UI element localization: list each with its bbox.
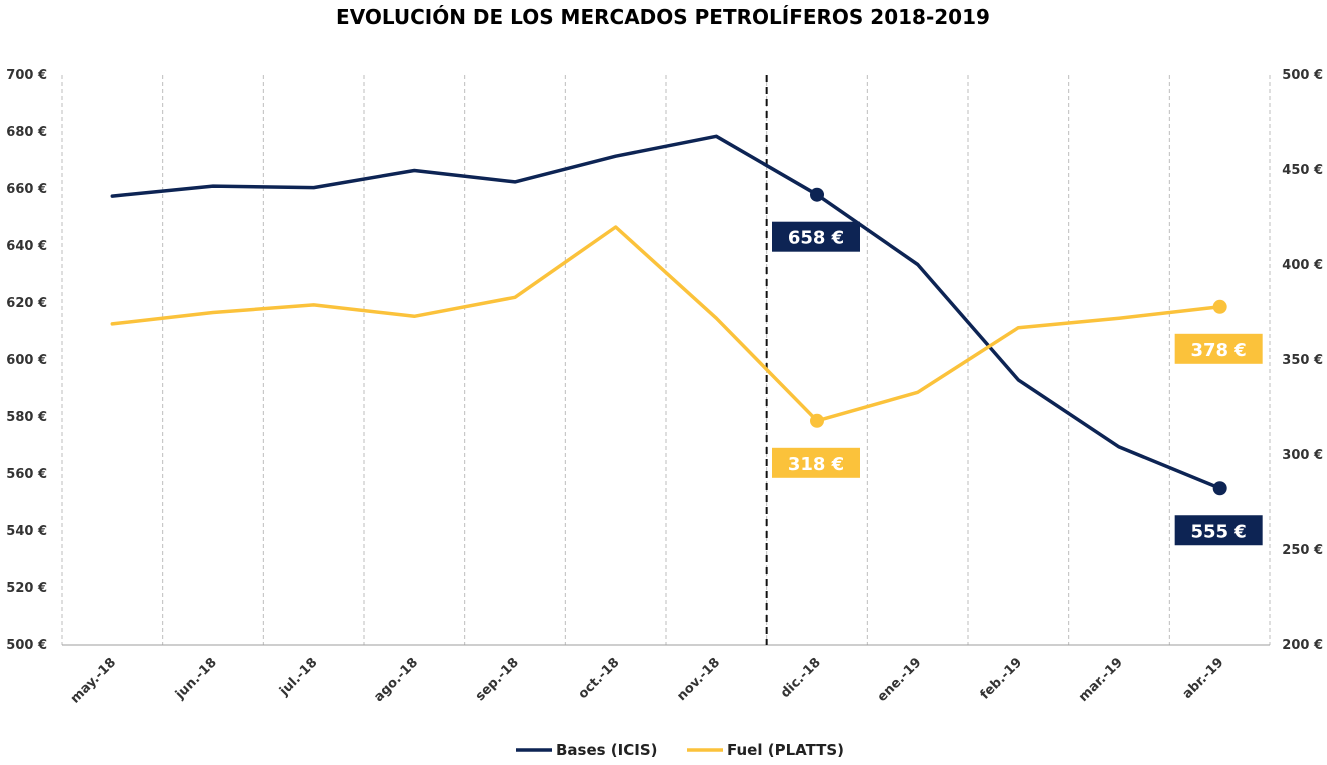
- x-tick-label: sep.-18: [473, 655, 522, 704]
- right-y-tick-label: 400 €: [1282, 258, 1323, 273]
- left-y-tick-label: 620 €: [6, 296, 47, 311]
- callout-label: 658 €: [788, 228, 844, 249]
- right-y-axis-labels: 200 € 250 € 300 € 350 € 400 € 450 € 500 €: [1282, 68, 1323, 653]
- left-y-tick-label: 660 €: [6, 182, 47, 197]
- x-tick-label: mar.-19: [1076, 655, 1126, 705]
- data-point-marker: [1212, 299, 1227, 314]
- x-tick-label: oct.-18: [576, 655, 623, 702]
- legend: Bases (ICIS) Fuel (PLATTS): [516, 741, 844, 759]
- left-y-tick-label: 640 €: [6, 239, 47, 254]
- x-tick-label: jun.-18: [172, 655, 220, 703]
- x-tick-label: jul.-18: [276, 655, 320, 699]
- chart-title: EVOLUCIÓN DE LOS MERCADOS PETROLÍFEROS 2…: [336, 5, 990, 29]
- data-point-marker: [810, 413, 824, 428]
- vertical-gridlines: [61, 75, 1271, 645]
- callout-box: [772, 447, 860, 478]
- left-y-tick-label: 580 €: [6, 410, 47, 425]
- left-y-tick-label: 540 €: [6, 524, 47, 539]
- legend-label-fuel: Fuel (PLATTS): [727, 741, 844, 759]
- callout-label: 318 €: [788, 454, 844, 475]
- callout-box: [772, 221, 860, 252]
- callout-label: 555 €: [1190, 521, 1246, 542]
- series-lines: [110, 134, 1222, 491]
- callout-label: 378 €: [1190, 340, 1246, 361]
- left-y-tick-label: 600 €: [6, 353, 47, 368]
- callout-box: [1174, 333, 1263, 364]
- x-tick-label: dic.-18: [778, 655, 824, 701]
- callout-box: [1174, 515, 1263, 546]
- series-line-fuel: [110, 225, 1222, 423]
- value-callouts: 658 € 555 € 318 € 378 €: [772, 187, 1263, 546]
- right-y-tick-label: 350 €: [1282, 353, 1323, 368]
- x-tick-label: ene.-19: [875, 655, 925, 705]
- x-tick-label: abr.-19: [1180, 655, 1227, 702]
- x-tick-label: ago.-18: [371, 655, 421, 705]
- left-y-tick-label: 500 €: [6, 638, 47, 653]
- x-axis-labels: may.-18 jun.-18 jul.-18 ago.-18 sep.-18 oct.-…: [68, 655, 1227, 706]
- x-tick-label: may.-18: [68, 655, 119, 706]
- x-tick-label: feb.-19: [978, 655, 1026, 703]
- right-y-tick-label: 450 €: [1282, 163, 1323, 178]
- right-y-tick-label: 250 €: [1282, 543, 1323, 558]
- left-y-tick-label: 520 €: [6, 581, 47, 596]
- right-y-tick-label: 200 €: [1282, 638, 1323, 653]
- right-y-tick-label: 300 €: [1282, 448, 1323, 463]
- legend-label-bases: Bases (ICIS): [556, 741, 658, 759]
- data-point-marker: [810, 187, 824, 202]
- left-y-axis-labels: 500 € 520 € 540 € 560 € 580 € 600 € 620 € 640 €…: [6, 68, 47, 653]
- x-tick-label: nov.-18: [674, 655, 723, 704]
- left-y-tick-label: 560 €: [6, 467, 47, 482]
- left-y-tick-label: 700 €: [6, 68, 47, 83]
- data-point-marker: [1212, 481, 1227, 496]
- left-y-tick-label: 680 €: [6, 125, 47, 140]
- right-y-tick-label: 500 €: [1282, 68, 1323, 83]
- series-line-bases: [110, 134, 1222, 491]
